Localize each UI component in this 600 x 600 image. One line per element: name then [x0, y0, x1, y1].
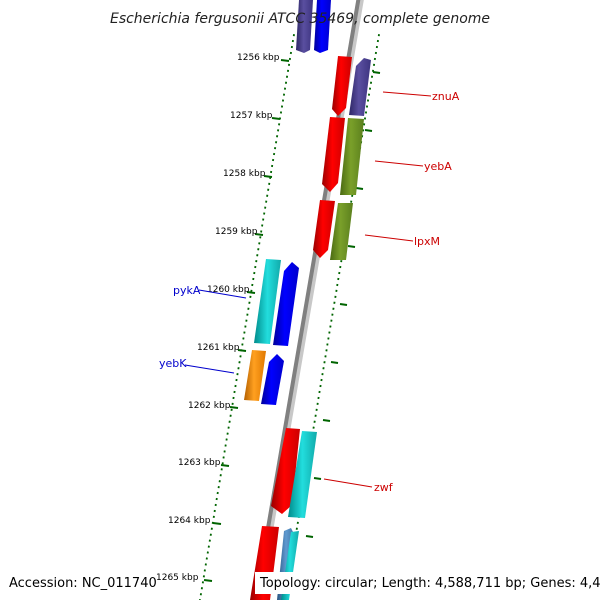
kbp-label: 1263 kbp	[178, 458, 221, 468]
major-tick	[347, 245, 356, 248]
topology-text: Topology: circular; Length: 4,588,711 bp…	[259, 576, 600, 591]
gene-arrow-indigo	[349, 58, 371, 116]
kbp-scale: 1256 kbp 1257 kbp 1258 kbp 1259 kbp 1260…	[156, 53, 290, 583]
gene-label-pykA: pykA	[173, 284, 201, 297]
gene-label-znuA: znuA	[432, 90, 460, 103]
map-title: Escherichia fergusonii ATCC 35469, compl…	[110, 11, 490, 27]
kbp-label: 1256 kbp	[237, 53, 280, 63]
major-tick	[254, 233, 264, 236]
gene-arrow-olive	[340, 118, 364, 195]
leader-line	[382, 91, 432, 97]
kbp-label: 1258 kbp	[223, 169, 266, 179]
gene-arrow-red	[322, 117, 345, 192]
kbp-label: 1259 kbp	[215, 227, 258, 237]
gene-arrow-cyan	[254, 259, 281, 344]
right-major-ticks	[305, 71, 381, 538]
leader-line	[198, 289, 247, 299]
gene-arrow-orange	[244, 350, 266, 401]
gene-arrow-cyan	[288, 431, 317, 518]
major-tick	[322, 419, 331, 422]
gene-arrow-indigo	[296, 0, 313, 53]
footer-right-bg	[255, 572, 595, 594]
gene-label-yebA: yebA	[424, 160, 452, 173]
major-tick	[246, 291, 256, 294]
major-tick	[313, 477, 322, 480]
major-tick	[355, 187, 364, 190]
major-tick	[237, 349, 247, 352]
gene-arrow-blue	[273, 262, 299, 346]
leader-line	[364, 234, 414, 242]
major-tick	[280, 59, 290, 62]
major-tick	[305, 535, 314, 538]
major-tick	[229, 406, 239, 409]
kbp-label: 1262 kbp	[188, 401, 231, 411]
major-tick	[263, 175, 273, 178]
gene-arrow-blue	[314, 0, 331, 53]
kbp-label: 1264 kbp	[168, 516, 211, 526]
major-tick	[203, 579, 213, 582]
kbp-label: 1265 kbp	[156, 573, 199, 583]
major-tick	[271, 117, 281, 120]
leader-line	[184, 364, 235, 374]
gene-label-zwf: zwf	[374, 481, 394, 494]
kbp-label: 1260 kbp	[207, 285, 250, 295]
gene-arrow-olive	[330, 203, 353, 260]
leader-line	[323, 478, 373, 488]
gene-label-yebK: yebK	[159, 357, 187, 370]
major-tick	[212, 522, 222, 525]
kbp-label: 1261 kbp	[197, 343, 240, 353]
gene-label-lpxM: lpxM	[414, 235, 440, 248]
accession-text: Accession: NC_011740	[9, 576, 157, 591]
major-tick	[372, 71, 381, 74]
footer-left-bg	[4, 572, 150, 594]
major-tick	[330, 361, 339, 364]
major-tick	[364, 129, 373, 132]
gene-arrow-red	[332, 56, 352, 116]
leader-line	[374, 160, 424, 167]
major-tick	[220, 464, 230, 467]
gene-labels: znuA yebA lpxM pykA yebK zwf	[159, 90, 460, 494]
kbp-label: 1257 kbp	[230, 111, 273, 121]
major-tick	[339, 303, 348, 306]
gene-arrow-blue	[261, 354, 284, 405]
gene-arrow-red	[313, 200, 335, 258]
left-tick-track	[199, 34, 295, 600]
